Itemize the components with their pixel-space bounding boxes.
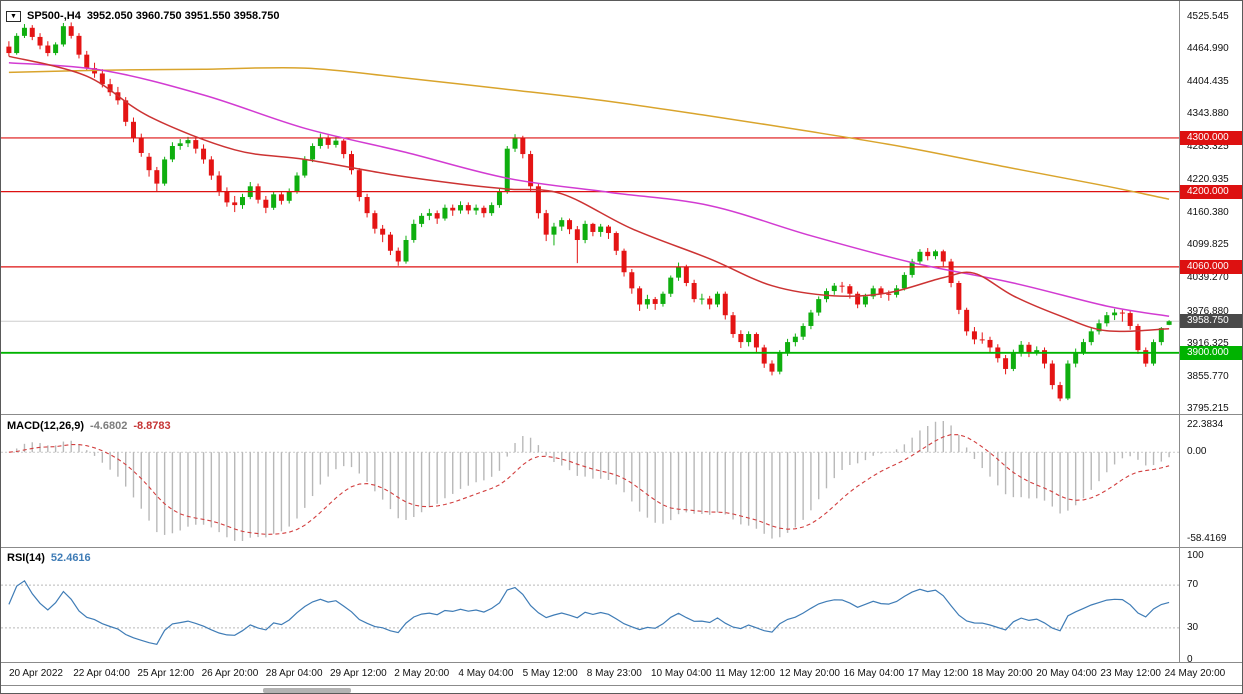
time-axis-label: 18 May 20:00 bbox=[972, 668, 1033, 679]
ohlc-readout: 3952.050 3960.750 3951.550 3958.750 bbox=[86, 10, 280, 22]
symbol-marker-icon[interactable]: ▼ bbox=[6, 10, 21, 22]
time-axis-label: 23 May 12:00 bbox=[1100, 668, 1161, 679]
price-axis-label: 4283.325 bbox=[1187, 140, 1229, 152]
macd-name: MACD(12,26,9) bbox=[7, 420, 85, 432]
time-axis-label: 20 Apr 2022 bbox=[9, 668, 63, 679]
price-axis-label: 4220.935 bbox=[1187, 174, 1229, 186]
macd-indicator-label: MACD(12,26,9) -4.6802 -8.8783 bbox=[7, 420, 171, 432]
price-axis-label: 4404.435 bbox=[1187, 75, 1229, 87]
ma-slow-line bbox=[8, 66, 1170, 200]
time-axis-label: 22 Apr 04:00 bbox=[73, 668, 130, 679]
time-axis-label: 5 May 12:00 bbox=[522, 668, 578, 679]
hline-price-tag[interactable]: 4060.000 bbox=[1180, 259, 1242, 274]
rsi-value: 52.4616 bbox=[50, 552, 91, 564]
rsi-axis-label: 30 bbox=[1187, 621, 1199, 633]
time-axis-label: 11 May 12:00 bbox=[715, 668, 776, 679]
ma-fast-line bbox=[8, 55, 1170, 333]
macd-axis-min-label: -58.4169 bbox=[1187, 533, 1227, 544]
price-axis-label: 3795.215 bbox=[1187, 403, 1229, 415]
price-axis-label: 4464.990 bbox=[1187, 43, 1229, 55]
time-axis-label: 29 Apr 12:00 bbox=[330, 668, 387, 679]
time-axis-label: 25 Apr 12:00 bbox=[137, 668, 195, 679]
scrollbar-thumb[interactable] bbox=[263, 688, 351, 693]
macd-value: -4.6802 bbox=[90, 420, 128, 432]
current-price-tag: 3958.750 bbox=[1180, 314, 1242, 329]
price-axis: 4525.545 4464.990 4404.435 4343.880 4283.325… bbox=[1180, 1, 1242, 685]
time-axis-label: 20 May 04:00 bbox=[1036, 668, 1097, 679]
rsi-indicator-label: RSI(14) 52.4616 bbox=[7, 552, 91, 564]
macd-axis-zero-label: 0.00 bbox=[1187, 446, 1207, 458]
rsi-line bbox=[8, 579, 1170, 645]
horizontal-scrollbar[interactable] bbox=[1, 687, 1242, 693]
time-axis-label: 26 Apr 20:00 bbox=[201, 668, 259, 679]
candles-series bbox=[6, 22, 1172, 402]
ma-medium-line bbox=[8, 61, 1170, 318]
price-axis-label: 4099.825 bbox=[1187, 239, 1229, 251]
time-axis-label: 2 May 20:00 bbox=[394, 668, 450, 679]
price-axis-label: 3976.880 bbox=[1187, 305, 1229, 317]
price-axis-label: 4039.270 bbox=[1187, 272, 1229, 283]
time-axis-label: 10 May 04:00 bbox=[651, 668, 712, 679]
macd-axis-max-label: 22.3834 bbox=[1187, 419, 1224, 430]
hline-price-tag[interactable]: 3900.000 bbox=[1180, 345, 1242, 360]
price-axis-label: 4160.380 bbox=[1187, 206, 1229, 218]
macd-signal-value: -8.8783 bbox=[133, 420, 171, 432]
rsi-name: RSI(14) bbox=[7, 552, 45, 564]
time-axis-label: 28 Apr 04:00 bbox=[265, 668, 323, 679]
time-axis-label: 24 May 20:00 bbox=[1164, 668, 1226, 679]
rsi-axis-label: 100 bbox=[1187, 550, 1204, 561]
time-axis-label: 16 May 04:00 bbox=[843, 668, 905, 679]
hline-price-tag[interactable]: 4300.000 bbox=[1180, 130, 1242, 145]
time-axis-label: 4 May 04:00 bbox=[458, 668, 514, 679]
rsi-axis-label: 70 bbox=[1187, 579, 1199, 591]
chart-title: ▼ SP500-,H4 3952.050 3960.750 3951.550 3… bbox=[6, 10, 280, 22]
price-axis-label: 4525.545 bbox=[1187, 10, 1229, 22]
macd-signal-line bbox=[8, 434, 1170, 535]
time-axis-label: 17 May 12:00 bbox=[907, 668, 969, 679]
time-axis-label: 8 May 23:00 bbox=[586, 668, 642, 679]
price-axis-label: 3855.770 bbox=[1187, 370, 1229, 382]
time-axis-label: 12 May 20:00 bbox=[779, 668, 840, 679]
time-axis: 20 Apr 2022 22 Apr 04:00 25 Apr 12:00 26 Ap… bbox=[1, 663, 1242, 685]
hline-price-tag[interactable]: 4200.000 bbox=[1180, 184, 1242, 199]
price-axis-label: 3916.325 bbox=[1187, 338, 1229, 350]
macd-histogram bbox=[15, 421, 1170, 541]
symbol-period-label: SP500-,H4 bbox=[27, 10, 81, 22]
price-axis-label: 4343.880 bbox=[1187, 108, 1229, 120]
rsi-axis-label: 0 bbox=[1187, 654, 1193, 665]
